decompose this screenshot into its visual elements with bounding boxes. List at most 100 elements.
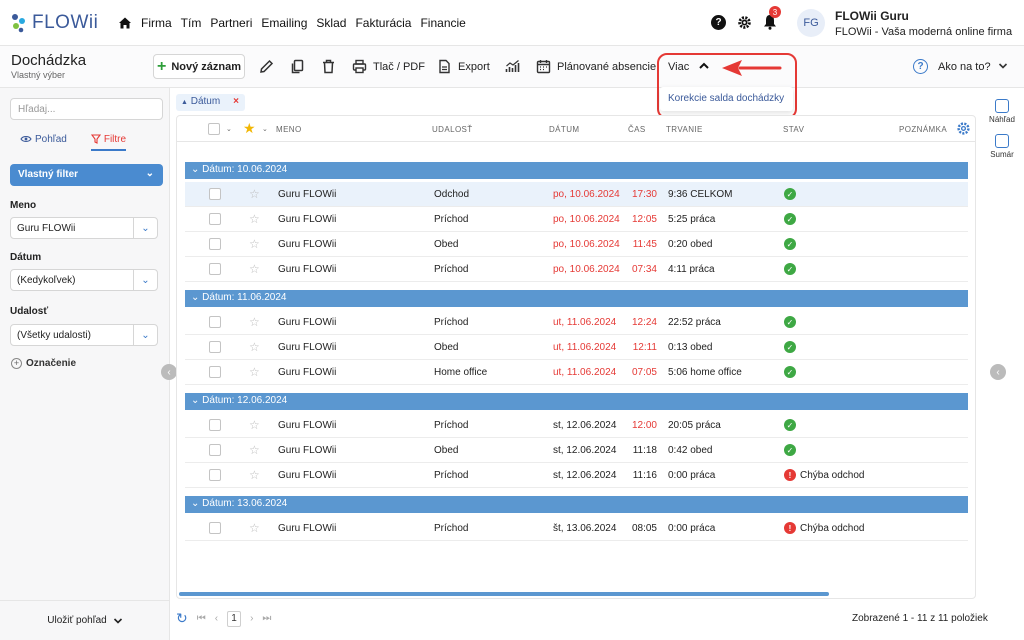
preview-icon[interactable] <box>995 99 1009 113</box>
favorite-star-icon[interactable]: ☆ <box>249 521 260 535</box>
preview-label[interactable]: Náhľad <box>989 115 1015 124</box>
chevron-down-icon[interactable] <box>998 62 1008 70</box>
favorite-star-icon[interactable]: ☆ <box>249 365 260 379</box>
prev-page-icon[interactable]: ‹ <box>214 613 219 624</box>
first-page-icon[interactable]: ⏮ <box>196 613 206 624</box>
group-header[interactable]: ⌄ Dátum: 10.06.2024 <box>185 162 968 179</box>
gear-icon[interactable] <box>737 15 752 30</box>
table-row[interactable]: ☆ Guru FLOWii Príchod st, 12.06.2024 12:00 20… <box>185 413 968 438</box>
avatar[interactable]: FG <box>797 9 825 37</box>
chevron-down-icon[interactable]: ⌄ <box>226 126 232 133</box>
row-checkbox[interactable] <box>209 316 221 328</box>
home-icon[interactable] <box>118 16 132 30</box>
calendar-icon[interactable] <box>536 59 551 74</box>
row-checkbox[interactable] <box>209 263 221 275</box>
col-header-date[interactable]: DÁTUM <box>549 125 580 134</box>
row-checkbox[interactable] <box>209 522 221 534</box>
col-header-name[interactable]: MENO <box>276 125 302 134</box>
filter-date-select[interactable]: (Kedykoľvek) ⌄ <box>10 269 158 291</box>
collapse-right-panel-icon[interactable]: ‹ <box>990 364 1006 380</box>
col-header-event[interactable]: UDALOSŤ <box>432 125 473 134</box>
help-circle-icon[interactable]: ? <box>913 59 928 74</box>
marking-filter-toggle[interactable]: + Označenie <box>11 358 76 369</box>
nav-item-fakturacia[interactable]: Fakturácia <box>355 15 412 30</box>
nav-item-partneri[interactable]: Partneri <box>210 15 253 30</box>
group-header[interactable]: ⌄ Dátum: 11.06.2024 <box>185 290 968 307</box>
copy-icon[interactable] <box>290 59 305 74</box>
nav-item-emailing[interactable]: Emailing <box>261 15 308 30</box>
group-header[interactable]: ⌄ Dátum: 13.06.2024 <box>185 496 968 513</box>
next-page-icon[interactable]: › <box>250 613 254 624</box>
table-row[interactable]: ☆ Guru FLOWii Príchod ut, 11.06.2024 12:24 22… <box>185 310 968 335</box>
export-file-icon[interactable] <box>437 59 452 74</box>
favorite-star-icon[interactable]: ☆ <box>249 340 260 354</box>
logo[interactable]: FLOWii <box>10 12 114 34</box>
table-row[interactable]: ☆ Guru FLOWii Obed ut, 11.06.2024 12:11 0:13 … <box>185 335 968 360</box>
group-header[interactable]: ⌄ Dátum: 12.06.2024 <box>185 393 968 410</box>
save-view-button[interactable]: Uložiť pohľad <box>0 600 170 640</box>
table-row[interactable]: ☆ Guru FLOWii Obed st, 12.06.2024 11:18 0:42 … <box>185 438 968 463</box>
last-page-icon[interactable]: ⏭ <box>262 613 272 624</box>
edit-pencil-icon[interactable] <box>259 59 274 74</box>
more-button[interactable]: Viac <box>668 61 690 73</box>
favorite-star-icon[interactable]: ☆ <box>249 315 260 329</box>
new-record-button[interactable]: + Nový záznam <box>153 54 245 79</box>
row-checkbox[interactable] <box>209 238 221 250</box>
filter-event-select[interactable]: (Všetky udalosti) ⌄ <box>10 324 158 346</box>
summary-label[interactable]: Sumár <box>990 150 1014 159</box>
favorite-star-icon[interactable]: ☆ <box>249 443 260 457</box>
select-all-checkbox[interactable] <box>208 123 220 135</box>
col-header-note[interactable]: POZNÁMKA <box>899 125 948 134</box>
collapse-left-panel-icon[interactable]: ‹ <box>161 364 177 380</box>
export-button[interactable]: Export <box>458 61 490 73</box>
col-header-duration[interactable]: TRVANIE <box>666 125 703 134</box>
nav-item-firma[interactable]: Firma <box>141 15 172 30</box>
notifications-bell-icon[interactable]: 3 <box>763 6 781 30</box>
col-header-status[interactable]: STAV <box>783 125 805 134</box>
nav-item-financie[interactable]: Financie <box>420 15 466 30</box>
row-checkbox[interactable] <box>209 419 221 431</box>
tab-view[interactable]: Pohľad <box>20 134 67 151</box>
favorite-star-icon[interactable]: ☆ <box>249 212 260 226</box>
star-filter-icon[interactable]: ★ <box>243 120 256 136</box>
tab-filters[interactable]: Filtre <box>90 134 127 151</box>
row-checkbox[interactable] <box>209 366 221 378</box>
how-to-button[interactable]: Ako na to? <box>938 61 991 73</box>
nav-item-sklad[interactable]: Sklad <box>316 15 347 30</box>
horizontal-scrollbar[interactable] <box>179 592 829 596</box>
filter-name-select[interactable]: Guru FLOWii ⌄ <box>10 217 158 239</box>
search-input[interactable]: Hľadaj... <box>10 98 163 120</box>
print-icon[interactable] <box>352 59 367 74</box>
planned-absences-button[interactable]: Plánované absencie <box>557 61 657 73</box>
col-header-time[interactable]: ČAS <box>628 125 646 134</box>
nav-item-tim[interactable]: Tím <box>180 15 202 30</box>
column-settings-gear-icon[interactable] <box>956 121 971 136</box>
chart-stats-icon[interactable] <box>505 59 520 74</box>
table-row[interactable]: ☆ Guru FLOWii Obed po, 10.06.2024 11:45 0:20 … <box>185 232 968 257</box>
summary-icon[interactable] <box>995 134 1009 148</box>
row-checkbox[interactable] <box>209 444 221 456</box>
current-page[interactable]: 1 <box>227 610 242 627</box>
table-row[interactable]: ☆ Guru FLOWii Príchod po, 10.06.2024 12:05 5:… <box>185 207 968 232</box>
chevron-down-icon[interactable]: ⌄ <box>262 126 268 133</box>
table-row[interactable]: ☆ Guru FLOWii Príchod po, 10.06.2024 07:34 4:… <box>185 257 968 282</box>
row-checkbox[interactable] <box>209 213 221 225</box>
table-row[interactable]: ☆ Guru FLOWii Odchod po, 10.06.2024 17:30 9:3… <box>185 182 968 207</box>
favorite-star-icon[interactable]: ☆ <box>249 418 260 432</box>
user-info[interactable]: FLOWii Guru FLOWii - Vaša moderná online… <box>835 8 1012 40</box>
row-checkbox[interactable] <box>209 341 221 353</box>
group-by-chip[interactable]: ▲ Dátum × <box>176 94 245 111</box>
table-row[interactable]: ☆ Guru FLOWii Príchod št, 13.06.2024 08:05 0:… <box>185 516 968 541</box>
row-checkbox[interactable] <box>209 469 221 481</box>
favorite-star-icon[interactable]: ☆ <box>249 262 260 276</box>
help-icon[interactable]: ? <box>711 14 726 30</box>
favorite-star-icon[interactable]: ☆ <box>249 237 260 251</box>
print-pdf-button[interactable]: Tlač / PDF <box>373 61 425 73</box>
favorite-star-icon[interactable]: ☆ <box>249 468 260 482</box>
refresh-icon[interactable]: ↻ <box>176 610 188 626</box>
delete-trash-icon[interactable] <box>321 59 336 74</box>
menu-item-attendance-balance-correction[interactable]: Korekcie salda dochádzky <box>668 93 785 104</box>
table-row[interactable]: ☆ Guru FLOWii Home office ut, 11.06.2024 07:… <box>185 360 968 385</box>
table-row[interactable]: ☆ Guru FLOWii Príchod st, 12.06.2024 11:16 0:… <box>185 463 968 488</box>
custom-filter-dropdown[interactable]: Vlastný filter ⌄ <box>10 164 163 186</box>
